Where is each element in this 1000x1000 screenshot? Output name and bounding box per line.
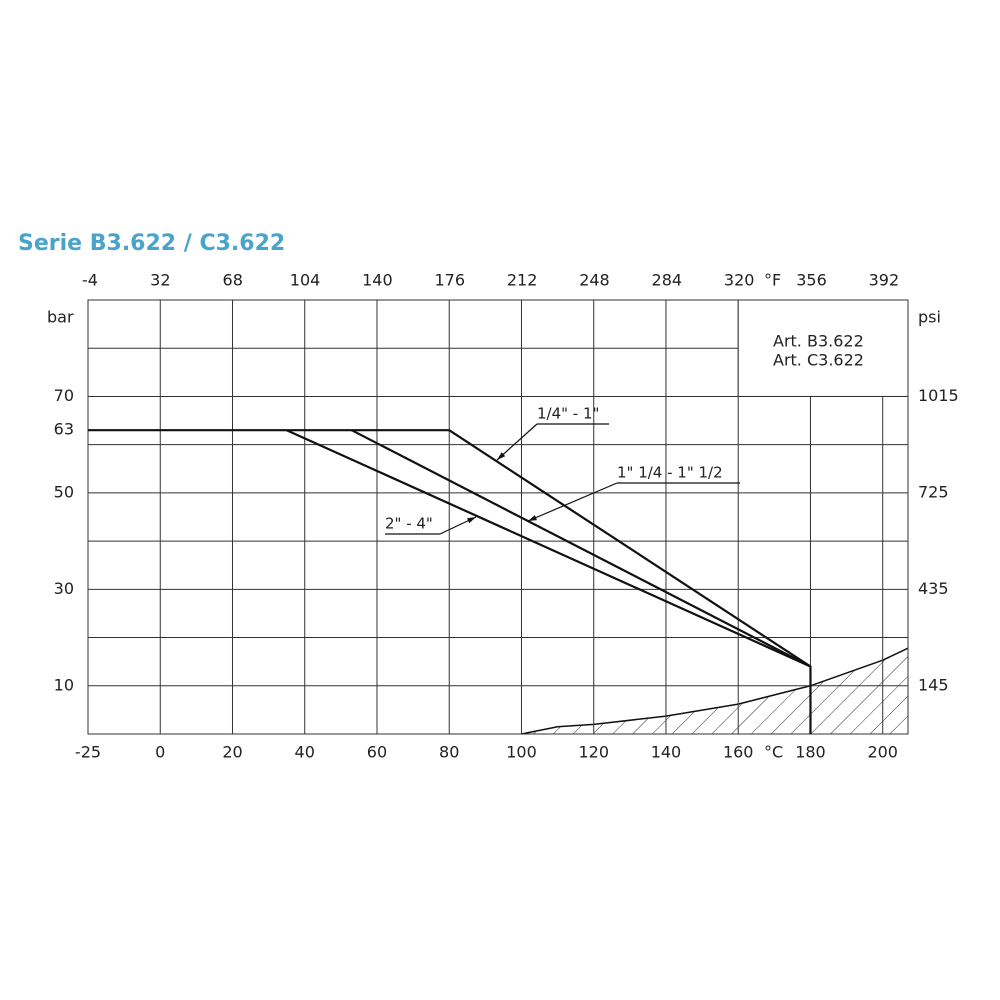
series-line [351, 429, 811, 668]
y-unit: bar [47, 308, 74, 327]
x2-tick-label: 392 [869, 271, 900, 290]
x2-tick-label: 104 [290, 271, 321, 290]
x-tick-label: -25 [75, 743, 101, 762]
x2-unit: °F [764, 271, 781, 290]
label-arrowhead [528, 515, 537, 521]
x2-tick-label: 356 [796, 271, 827, 290]
series-line [286, 429, 811, 668]
series-label: 1" 1/4 - 1" 1/2 [617, 464, 723, 482]
legend-text: Art. C3.622 [773, 351, 864, 370]
plot-border [87, 299, 909, 735]
x2-tick-label: 68 [223, 271, 243, 290]
legend-box [737, 299, 909, 397]
limit-curve [521, 647, 909, 735]
x2-tick-label: 284 [652, 271, 683, 290]
x-tick-label: 80 [439, 743, 459, 762]
y2-tick-label: 725 [918, 482, 949, 501]
y-tick-label: 63 [54, 420, 74, 439]
x-tick-label: 140 [651, 743, 682, 762]
label-arrowhead [497, 452, 506, 460]
x-tick-label: 120 [578, 743, 609, 762]
x2-tick-label: 32 [150, 271, 170, 290]
y-tick-label: 50 [54, 482, 74, 501]
legend-text: Art. B3.622 [773, 332, 864, 351]
series-label: 2" - 4" [385, 515, 433, 533]
x-tick-label: 160 [723, 743, 754, 762]
y2-tick-label: 435 [918, 579, 949, 598]
x-unit: °C [764, 743, 783, 762]
x2-tick-label: 140 [362, 271, 393, 290]
x2-tick-label: -4 [82, 271, 98, 290]
hatched-area [521, 648, 908, 734]
label-arrowhead [467, 517, 476, 524]
x-tick-label: 20 [222, 743, 242, 762]
y-tick-label: 10 [54, 675, 74, 694]
y2-tick-label: 145 [918, 675, 949, 694]
label-leader [527, 482, 618, 522]
series-label: 1/4" - 1" [537, 405, 599, 423]
chart-title: Serie B3.622 / C3.622 [18, 231, 285, 256]
label-leader [496, 423, 538, 461]
x-tick-label: 60 [367, 743, 387, 762]
series-line [88, 429, 812, 734]
x-tick-label: 100 [506, 743, 537, 762]
x-tick-label: 200 [867, 743, 898, 762]
x-tick-label: 40 [295, 743, 315, 762]
x2-tick-label: 212 [507, 271, 538, 290]
x-tick-label: 180 [795, 743, 826, 762]
x2-tick-label: 320 [724, 271, 755, 290]
y2-tick-label: 1015 [918, 386, 959, 405]
x2-tick-label: 248 [579, 271, 610, 290]
x2-tick-label: 176 [434, 271, 465, 290]
x-tick-label: 0 [155, 743, 165, 762]
y-tick-label: 70 [54, 386, 74, 405]
y2-unit: psi [918, 308, 941, 327]
y-tick-label: 30 [54, 579, 74, 598]
